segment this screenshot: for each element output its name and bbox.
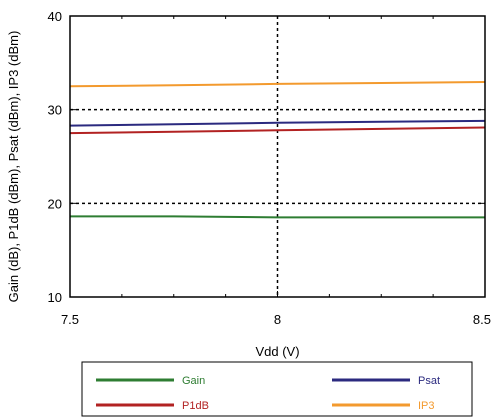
legend: Gain Psat P1dB IP3 <box>96 375 440 412</box>
x-tick-label: 8 <box>274 312 281 327</box>
legend-box <box>81 361 473 417</box>
x-tick-label: 7.5 <box>61 312 79 327</box>
y-tick-label: 10 <box>48 290 62 305</box>
y-tick-label: 30 <box>48 103 62 118</box>
axis-ticks: 10 20 30 40 7.5 8 8.5 <box>48 9 491 327</box>
series-line-p1db <box>69 126 486 135</box>
series-line-ip3 <box>69 81 486 88</box>
x-axis-title: Vdd (V) <box>255 344 299 359</box>
legend-label-gain: Gain <box>182 375 205 387</box>
legend-label-psat: Psat <box>418 375 440 387</box>
series-line-gain <box>70 215 485 219</box>
series-lines <box>69 81 486 219</box>
series-line-psat <box>69 119 486 127</box>
legend-label-p1db: P1dB <box>182 400 209 412</box>
x-tick-label: 8.5 <box>473 312 491 327</box>
legend-label-ip3: IP3 <box>418 400 435 412</box>
y-tick-label: 20 <box>48 196 62 211</box>
y-tick-label: 40 <box>48 9 62 24</box>
grid-lines <box>70 16 485 297</box>
y-axis-title: Gain (dB), P1dB (dBm), Psat (dBm), IP3 (… <box>6 31 21 303</box>
